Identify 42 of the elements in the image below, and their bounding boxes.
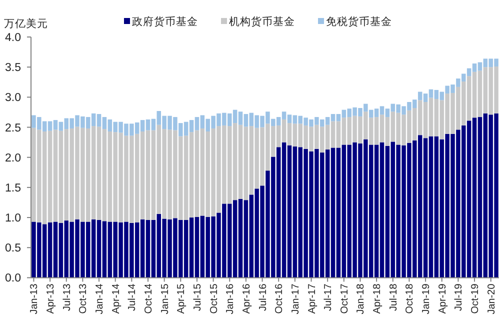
y-tick-label: 3.5	[5, 62, 21, 74]
x-tick-label: Apr-16	[241, 283, 252, 314]
legend-label: 免税货币基金	[326, 15, 392, 28]
x-tick-label: Oct-15	[208, 283, 220, 314]
x-tick-label: Jul-18	[388, 283, 400, 311]
y-tick-label: 0.0	[5, 272, 21, 285]
x-tick-label: Jan-13	[29, 283, 40, 314]
x-tick-label: Oct-13	[78, 283, 90, 314]
y-axis-title: 万亿美元	[4, 17, 48, 30]
x-tick-label: Jan-14	[94, 283, 106, 314]
y-tick-label: 2.5	[5, 122, 21, 134]
x-tick-label: Jan-20	[486, 283, 498, 314]
legend-label: 政府货币基金	[132, 15, 198, 28]
x-tick-label: Oct-16	[274, 283, 286, 314]
x-tick-label: Jan-17	[290, 283, 302, 314]
x-tick-label: Jul-17	[323, 283, 334, 311]
x-tick-label: Jul-19	[454, 283, 465, 311]
y-tick-label: 2.0	[5, 152, 21, 164]
x-tick-label: Apr-14	[110, 283, 122, 314]
x-tick-label: Jan-15	[160, 283, 171, 314]
x-tick-label: Apr-13	[46, 283, 57, 314]
legend-label: 机构货币基金	[229, 15, 295, 28]
x-tick-label: Jan-18	[356, 283, 367, 314]
x-tick-label: Jul-15	[192, 283, 204, 311]
x-tick-label: Apr-19	[437, 283, 448, 314]
x-tick-label: Jul-13	[62, 283, 73, 311]
y-tick-label: 4.0	[5, 32, 21, 44]
x-tick-label: Jan-16	[225, 283, 236, 314]
x-tick-label: Oct-14	[144, 283, 154, 314]
x-tick-label: Oct-17	[339, 283, 350, 314]
x-tick-label: Jul-14	[127, 283, 138, 311]
y-tick-label: 0.5	[5, 242, 21, 255]
x-tick-label: Oct-18	[404, 283, 416, 314]
x-tick-label: Oct-19	[470, 283, 482, 314]
x-tick-label: Jul-16	[258, 283, 269, 311]
y-tick-label: 1.5	[5, 182, 21, 194]
x-tick-label: Apr-17	[306, 283, 318, 314]
y-tick-label: 3.0	[5, 92, 21, 104]
x-tick-label: Apr-15	[176, 283, 188, 314]
x-tick-label: Apr-18	[372, 283, 384, 314]
x-tick-label: Jan-19	[421, 283, 432, 314]
y-tick-label: 1.0	[5, 212, 21, 225]
